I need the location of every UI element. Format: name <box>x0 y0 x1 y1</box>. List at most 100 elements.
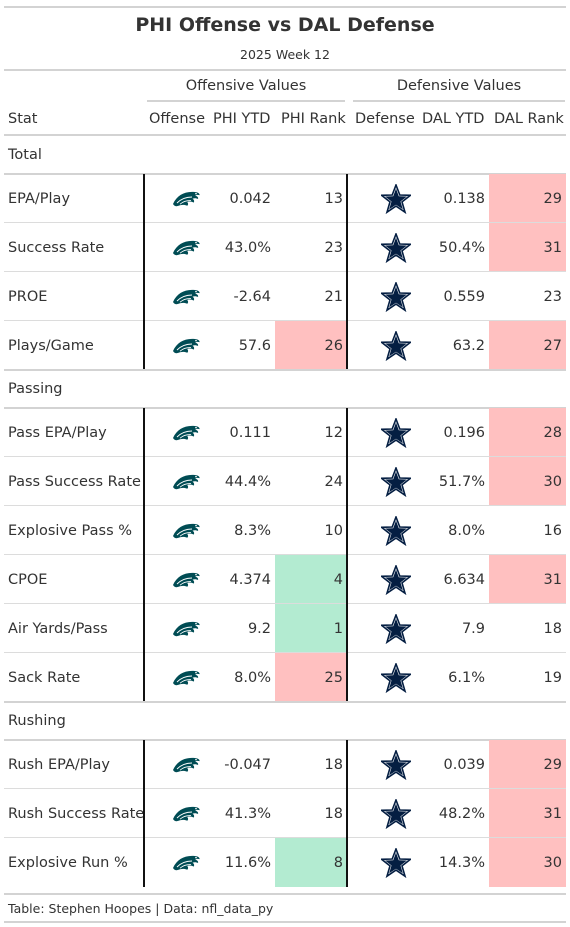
stat-label: Success Rate <box>8 239 105 256</box>
column-header-stat: Stat <box>8 111 38 127</box>
table-row: PROE -2.64 21 0.559 23 <box>4 272 566 321</box>
dal-rank-value: 23 <box>543 288 562 305</box>
table-row: Rush EPA/Play -0.047 18 0.039 29 <box>4 740 566 789</box>
phi-ytd-value: 4.374 <box>229 571 271 588</box>
phi-rank-value: 8 <box>275 838 347 887</box>
stat-label: Plays/Game <box>8 337 94 354</box>
phi-rank-value: 18 <box>324 805 343 822</box>
row-divider <box>4 603 566 604</box>
dal-ytd-value: 48.2% <box>438 805 485 822</box>
row-divider <box>4 554 566 555</box>
table-row: Success Rate 43.0% 23 50.4% 31 <box>4 223 566 272</box>
cowboys-star-icon <box>347 408 445 457</box>
dal-rank-value: 30 <box>489 838 566 887</box>
dal-ytd-value: 0.039 <box>443 756 485 773</box>
dal-ytd-value: 50.4% <box>438 239 485 256</box>
cowboys-star-icon <box>347 838 445 887</box>
defensive-spanner-line <box>353 100 565 102</box>
stat-label: Rush Success Rate <box>8 805 145 822</box>
phi-ytd-value: 43.0% <box>224 239 271 256</box>
offense-separator-line <box>143 408 145 702</box>
defense-separator-line <box>346 740 348 887</box>
dal-ytd-value: 6.1% <box>448 669 485 686</box>
group-bottom-rule <box>4 369 566 371</box>
phi-rank-value: 18 <box>324 756 343 773</box>
row-divider <box>4 505 566 506</box>
eagles-logo-icon <box>144 457 227 506</box>
source-note: Table: Stephen Hoopes | Data: nfl_data_p… <box>8 901 274 916</box>
eagles-logo-icon <box>144 223 227 272</box>
phi-rank-value: 4 <box>275 555 347 604</box>
phi-ytd-value: 44.4% <box>224 473 271 490</box>
group-rule <box>4 173 566 175</box>
column-header-defense: Defense <box>355 111 415 127</box>
cowboys-star-icon <box>347 174 445 223</box>
cowboys-star-icon <box>347 506 445 555</box>
dal-ytd-value: 0.559 <box>443 288 485 305</box>
eagles-logo-icon <box>144 789 227 838</box>
stat-label: Explosive Pass % <box>8 522 133 539</box>
phi-rank-value: 21 <box>324 288 343 305</box>
phi-rank-value: 1 <box>275 604 347 653</box>
bottom-rule-outer <box>4 921 566 923</box>
dal-rank-value: 29 <box>489 174 566 223</box>
phi-ytd-value: 41.3% <box>224 805 271 822</box>
column-header-offense: Offense <box>149 111 205 127</box>
dal-rank-value: 31 <box>489 789 566 838</box>
row-divider <box>4 456 566 457</box>
phi-rank-value: 24 <box>324 473 343 490</box>
table-row: Air Yards/Pass 9.2 1 7.9 18 <box>4 604 566 653</box>
eagles-logo-icon <box>144 604 227 653</box>
row-divider <box>4 222 566 223</box>
offense-separator-line <box>143 740 145 887</box>
dal-ytd-value: 51.7% <box>438 473 485 490</box>
header-rule <box>4 134 566 136</box>
stat-label: Rush EPA/Play <box>8 756 110 773</box>
dal-rank-value: 19 <box>543 669 562 686</box>
cowboys-star-icon <box>347 653 445 702</box>
table-row: Sack Rate 8.0% 25 6.1% 19 <box>4 653 566 702</box>
cowboys-star-icon <box>347 789 445 838</box>
cowboys-star-icon <box>347 457 445 506</box>
table-row: Pass Success Rate 44.4% 24 51.7% 30 <box>4 457 566 506</box>
dal-ytd-value: 6.634 <box>443 571 485 588</box>
phi-ytd-value: 0.042 <box>229 190 271 207</box>
table-row: Explosive Pass % 8.3% 10 8.0% 16 <box>4 506 566 555</box>
dal-rank-value: 27 <box>489 321 566 370</box>
eagles-logo-icon <box>144 740 227 789</box>
dal-ytd-value: 7.9 <box>461 620 485 637</box>
table-row: EPA/Play 0.042 13 0.138 29 <box>4 174 566 223</box>
phi-ytd-value: -0.047 <box>224 756 271 773</box>
row-divider <box>4 320 566 321</box>
eagles-logo-icon <box>144 272 227 321</box>
dal-rank-value: 30 <box>489 457 566 506</box>
group-rule <box>4 739 566 741</box>
column-header-phi-rank: PHI Rank <box>281 111 346 127</box>
defensive-values-spanner: Defensive Values <box>396 78 522 94</box>
stat-label: CPOE <box>8 571 48 588</box>
phi-rank-value: 12 <box>324 424 343 441</box>
phi-rank-value: 10 <box>324 522 343 539</box>
dal-ytd-value: 63.2 <box>452 337 485 354</box>
phi-ytd-value: 8.0% <box>234 669 271 686</box>
subtitle-rule <box>4 69 566 71</box>
phi-ytd-value: 9.2 <box>247 620 271 637</box>
row-group-label: Passing <box>8 381 63 397</box>
dal-ytd-value: 0.196 <box>443 424 485 441</box>
cowboys-star-icon <box>347 223 445 272</box>
stat-label: Air Yards/Pass <box>8 620 108 637</box>
table-row: Plays/Game 57.6 26 63.2 27 <box>4 321 566 370</box>
table-title: PHI Offense vs DAL Defense <box>135 14 435 36</box>
stat-label: PROE <box>8 288 48 305</box>
table-row: Pass EPA/Play 0.111 12 0.196 28 <box>4 408 566 457</box>
top-rule <box>4 6 566 8</box>
phi-ytd-value: 0.111 <box>229 424 271 441</box>
dal-rank-value: 31 <box>489 223 566 272</box>
phi-ytd-value: -2.64 <box>233 288 271 305</box>
row-group-label: Total <box>8 147 42 163</box>
column-header-phi-ytd: PHI YTD <box>213 111 271 127</box>
eagles-logo-icon <box>144 174 227 223</box>
cowboys-star-icon <box>347 740 445 789</box>
offensive-values-spanner: Offensive Values <box>185 78 307 94</box>
offensive-spanner-line <box>147 100 345 102</box>
